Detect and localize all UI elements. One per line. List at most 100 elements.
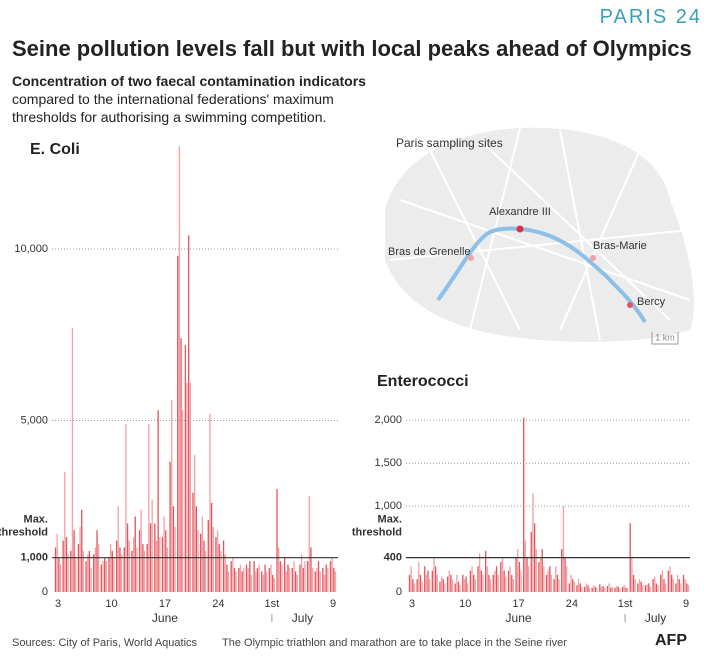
bar	[180, 338, 182, 592]
bar	[451, 579, 454, 592]
bar	[266, 571, 268, 592]
bar	[281, 564, 283, 592]
bar	[279, 561, 282, 592]
bar	[308, 495, 310, 592]
bar	[278, 547, 280, 592]
bar	[518, 561, 521, 592]
bar	[576, 585, 578, 592]
bar	[132, 537, 135, 592]
bar	[500, 561, 502, 592]
bar	[538, 561, 540, 592]
map-title: Paris sampling sites	[396, 136, 503, 150]
bar	[570, 574, 572, 592]
bar	[327, 567, 329, 592]
bar	[197, 530, 199, 592]
bar	[255, 571, 257, 592]
bar	[419, 574, 422, 592]
bar	[171, 399, 173, 592]
bar	[564, 557, 566, 592]
x-tick-label: 17	[159, 598, 171, 610]
site-dot	[590, 255, 596, 261]
bar	[264, 564, 266, 592]
bar	[157, 410, 159, 592]
bar	[532, 493, 534, 592]
bar	[128, 540, 130, 592]
bar	[123, 547, 125, 592]
bar	[670, 574, 673, 592]
bar	[503, 570, 505, 592]
bar	[637, 583, 639, 592]
x-tick-label: 24	[566, 598, 578, 610]
bar	[486, 566, 488, 592]
bar	[654, 576, 656, 592]
bar	[71, 327, 74, 592]
bar	[319, 571, 321, 592]
bar	[186, 382, 188, 592]
bar	[661, 570, 664, 592]
bar	[588, 587, 591, 592]
bar	[62, 540, 64, 592]
bar	[138, 530, 141, 592]
subtitle: compared to the international federation…	[12, 91, 334, 125]
x-tick-label: 3	[55, 598, 61, 610]
bar	[232, 557, 234, 592]
bar	[608, 583, 610, 592]
bar	[555, 566, 557, 592]
bar	[218, 543, 220, 592]
y-tick-label: 2,000	[374, 414, 402, 426]
bar	[566, 566, 568, 592]
bar	[489, 579, 492, 592]
bar	[642, 585, 644, 592]
bar	[501, 557, 504, 592]
bar	[64, 471, 66, 592]
bar	[439, 581, 441, 592]
bar	[102, 561, 104, 592]
bar	[119, 547, 121, 592]
x-tick-label: 9	[683, 598, 689, 610]
bar	[82, 550, 85, 592]
bar	[317, 561, 320, 592]
bar	[120, 554, 123, 592]
bar	[159, 537, 161, 592]
bar	[421, 581, 423, 592]
bar	[474, 579, 477, 592]
bar	[201, 516, 203, 592]
bar	[664, 583, 667, 592]
bar	[477, 566, 479, 592]
bar	[247, 567, 249, 592]
bar	[418, 561, 420, 592]
bar	[539, 557, 542, 592]
bar	[623, 585, 625, 592]
bar	[100, 564, 103, 592]
bar	[134, 516, 136, 592]
bar	[473, 574, 475, 592]
bar	[593, 585, 595, 592]
bar	[216, 530, 219, 592]
bar	[293, 561, 295, 592]
bar	[65, 537, 68, 592]
bar	[492, 574, 494, 592]
bar	[561, 549, 563, 592]
threshold-label: threshold	[0, 527, 48, 539]
bar	[649, 586, 652, 592]
bar	[58, 557, 60, 592]
bar	[172, 506, 175, 592]
bar	[431, 570, 434, 592]
bar	[591, 587, 593, 592]
bar	[433, 557, 435, 592]
x-tick-label: 3	[409, 598, 415, 610]
bar	[88, 550, 91, 592]
bar	[204, 550, 207, 592]
bar	[676, 574, 679, 592]
y-tick-label: 1,000	[374, 500, 402, 512]
bar	[594, 586, 597, 592]
bar	[243, 567, 245, 592]
bar	[494, 570, 496, 592]
bar	[212, 526, 214, 592]
bar	[684, 579, 686, 592]
bar	[195, 506, 197, 592]
bar	[448, 570, 450, 592]
subtitle-block: Concentration of two faecal contaminatio…	[12, 72, 382, 126]
bar	[640, 581, 642, 592]
